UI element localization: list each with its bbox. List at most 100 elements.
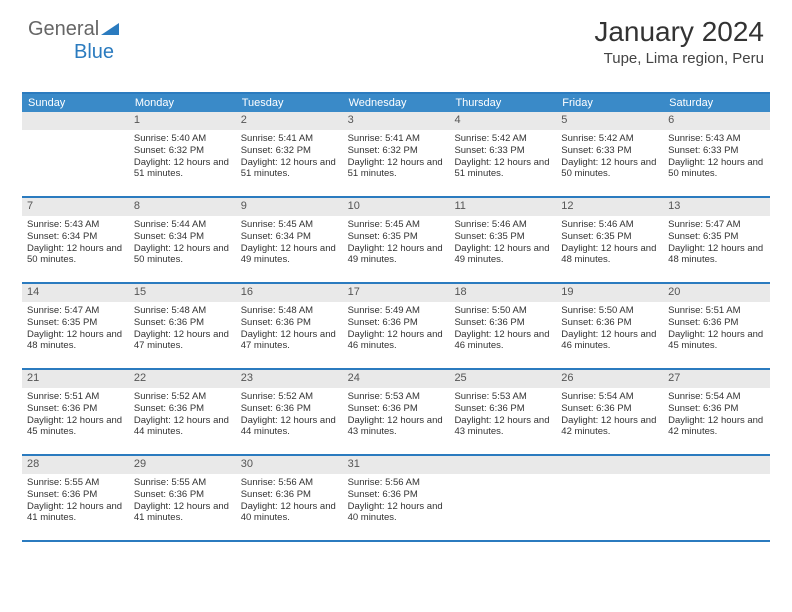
day-body: Sunrise: 5:50 AMSunset: 6:36 PMDaylight:… (449, 302, 556, 359)
sunrise-text: Sunrise: 5:40 AM (134, 133, 231, 145)
sunset-text: Sunset: 6:36 PM (668, 317, 765, 329)
day-cell (663, 456, 770, 540)
sunset-text: Sunset: 6:34 PM (134, 231, 231, 243)
calendar: SundayMondayTuesdayWednesdayThursdayFrid… (22, 92, 770, 542)
day-body: Sunrise: 5:55 AMSunset: 6:36 PMDaylight:… (22, 474, 129, 531)
sunrise-text: Sunrise: 5:50 AM (561, 305, 658, 317)
sunset-text: Sunset: 6:36 PM (134, 489, 231, 501)
sunset-text: Sunset: 6:36 PM (134, 317, 231, 329)
sunset-text: Sunset: 6:36 PM (241, 317, 338, 329)
day-number: 27 (663, 370, 770, 388)
daylight-text: Daylight: 12 hours and 44 minutes. (241, 415, 338, 439)
day-cell: 4Sunrise: 5:42 AMSunset: 6:33 PMDaylight… (449, 112, 556, 196)
day-cell (556, 456, 663, 540)
sunset-text: Sunset: 6:36 PM (241, 403, 338, 415)
day-cell: 16Sunrise: 5:48 AMSunset: 6:36 PMDayligh… (236, 284, 343, 368)
day-number (663, 456, 770, 474)
sunrise-text: Sunrise: 5:46 AM (561, 219, 658, 231)
day-body: Sunrise: 5:50 AMSunset: 6:36 PMDaylight:… (556, 302, 663, 359)
day-cell: 14Sunrise: 5:47 AMSunset: 6:35 PMDayligh… (22, 284, 129, 368)
day-body: Sunrise: 5:45 AMSunset: 6:35 PMDaylight:… (343, 216, 450, 273)
day-cell: 2Sunrise: 5:41 AMSunset: 6:32 PMDaylight… (236, 112, 343, 196)
week-row: 14Sunrise: 5:47 AMSunset: 6:35 PMDayligh… (22, 284, 770, 370)
daylight-text: Daylight: 12 hours and 46 minutes. (348, 329, 445, 353)
day-number: 13 (663, 198, 770, 216)
day-body: Sunrise: 5:43 AMSunset: 6:34 PMDaylight:… (22, 216, 129, 273)
day-number: 18 (449, 284, 556, 302)
day-body: Sunrise: 5:49 AMSunset: 6:36 PMDaylight:… (343, 302, 450, 359)
day-number: 26 (556, 370, 663, 388)
day-header: Tuesday (236, 94, 343, 112)
sunset-text: Sunset: 6:34 PM (241, 231, 338, 243)
daylight-text: Daylight: 12 hours and 45 minutes. (27, 415, 124, 439)
day-number: 4 (449, 112, 556, 130)
day-body: Sunrise: 5:51 AMSunset: 6:36 PMDaylight:… (22, 388, 129, 445)
day-number: 10 (343, 198, 450, 216)
day-number: 25 (449, 370, 556, 388)
day-header: Thursday (449, 94, 556, 112)
day-number (449, 456, 556, 474)
day-number: 3 (343, 112, 450, 130)
daylight-text: Daylight: 12 hours and 51 minutes. (134, 157, 231, 181)
sunset-text: Sunset: 6:36 PM (561, 317, 658, 329)
week-row: 1Sunrise: 5:40 AMSunset: 6:32 PMDaylight… (22, 112, 770, 198)
day-cell: 22Sunrise: 5:52 AMSunset: 6:36 PMDayligh… (129, 370, 236, 454)
day-body: Sunrise: 5:42 AMSunset: 6:33 PMDaylight:… (449, 130, 556, 187)
day-header-row: SundayMondayTuesdayWednesdayThursdayFrid… (22, 94, 770, 112)
sunrise-text: Sunrise: 5:53 AM (454, 391, 551, 403)
sunrise-text: Sunrise: 5:41 AM (241, 133, 338, 145)
daylight-text: Daylight: 12 hours and 42 minutes. (668, 415, 765, 439)
day-cell: 24Sunrise: 5:53 AMSunset: 6:36 PMDayligh… (343, 370, 450, 454)
daylight-text: Daylight: 12 hours and 47 minutes. (241, 329, 338, 353)
sunrise-text: Sunrise: 5:49 AM (348, 305, 445, 317)
day-body: Sunrise: 5:55 AMSunset: 6:36 PMDaylight:… (129, 474, 236, 531)
day-cell: 27Sunrise: 5:54 AMSunset: 6:36 PMDayligh… (663, 370, 770, 454)
day-body: Sunrise: 5:41 AMSunset: 6:32 PMDaylight:… (236, 130, 343, 187)
day-number (556, 456, 663, 474)
daylight-text: Daylight: 12 hours and 49 minutes. (454, 243, 551, 267)
week-row: 7Sunrise: 5:43 AMSunset: 6:34 PMDaylight… (22, 198, 770, 284)
daylight-text: Daylight: 12 hours and 46 minutes. (454, 329, 551, 353)
sunrise-text: Sunrise: 5:43 AM (668, 133, 765, 145)
sunrise-text: Sunrise: 5:51 AM (668, 305, 765, 317)
sunset-text: Sunset: 6:35 PM (561, 231, 658, 243)
sunset-text: Sunset: 6:36 PM (668, 403, 765, 415)
sunrise-text: Sunrise: 5:56 AM (348, 477, 445, 489)
sunrise-text: Sunrise: 5:43 AM (27, 219, 124, 231)
day-cell: 26Sunrise: 5:54 AMSunset: 6:36 PMDayligh… (556, 370, 663, 454)
day-cell: 5Sunrise: 5:42 AMSunset: 6:33 PMDaylight… (556, 112, 663, 196)
day-header: Sunday (22, 94, 129, 112)
sunrise-text: Sunrise: 5:42 AM (561, 133, 658, 145)
daylight-text: Daylight: 12 hours and 50 minutes. (134, 243, 231, 267)
sunset-text: Sunset: 6:36 PM (454, 403, 551, 415)
day-cell: 19Sunrise: 5:50 AMSunset: 6:36 PMDayligh… (556, 284, 663, 368)
day-number: 29 (129, 456, 236, 474)
day-cell: 10Sunrise: 5:45 AMSunset: 6:35 PMDayligh… (343, 198, 450, 282)
day-number: 9 (236, 198, 343, 216)
day-body: Sunrise: 5:53 AMSunset: 6:36 PMDaylight:… (343, 388, 450, 445)
sunset-text: Sunset: 6:36 PM (241, 489, 338, 501)
day-number: 23 (236, 370, 343, 388)
sunset-text: Sunset: 6:36 PM (348, 489, 445, 501)
day-body: Sunrise: 5:54 AMSunset: 6:36 PMDaylight:… (556, 388, 663, 445)
day-number: 17 (343, 284, 450, 302)
sunrise-text: Sunrise: 5:47 AM (668, 219, 765, 231)
sunset-text: Sunset: 6:36 PM (348, 403, 445, 415)
day-header: Monday (129, 94, 236, 112)
sunset-text: Sunset: 6:32 PM (134, 145, 231, 157)
logo-text-2: Blue (28, 41, 114, 63)
day-body: Sunrise: 5:47 AMSunset: 6:35 PMDaylight:… (663, 216, 770, 273)
daylight-text: Daylight: 12 hours and 44 minutes. (134, 415, 231, 439)
day-cell: 29Sunrise: 5:55 AMSunset: 6:36 PMDayligh… (129, 456, 236, 540)
day-cell: 11Sunrise: 5:46 AMSunset: 6:35 PMDayligh… (449, 198, 556, 282)
day-cell: 17Sunrise: 5:49 AMSunset: 6:36 PMDayligh… (343, 284, 450, 368)
sunrise-text: Sunrise: 5:55 AM (134, 477, 231, 489)
sunset-text: Sunset: 6:36 PM (134, 403, 231, 415)
daylight-text: Daylight: 12 hours and 50 minutes. (668, 157, 765, 181)
day-cell: 9Sunrise: 5:45 AMSunset: 6:34 PMDaylight… (236, 198, 343, 282)
day-number: 19 (556, 284, 663, 302)
sunset-text: Sunset: 6:35 PM (668, 231, 765, 243)
day-cell: 13Sunrise: 5:47 AMSunset: 6:35 PMDayligh… (663, 198, 770, 282)
sunset-text: Sunset: 6:33 PM (668, 145, 765, 157)
logo-text-1: General (28, 18, 99, 40)
